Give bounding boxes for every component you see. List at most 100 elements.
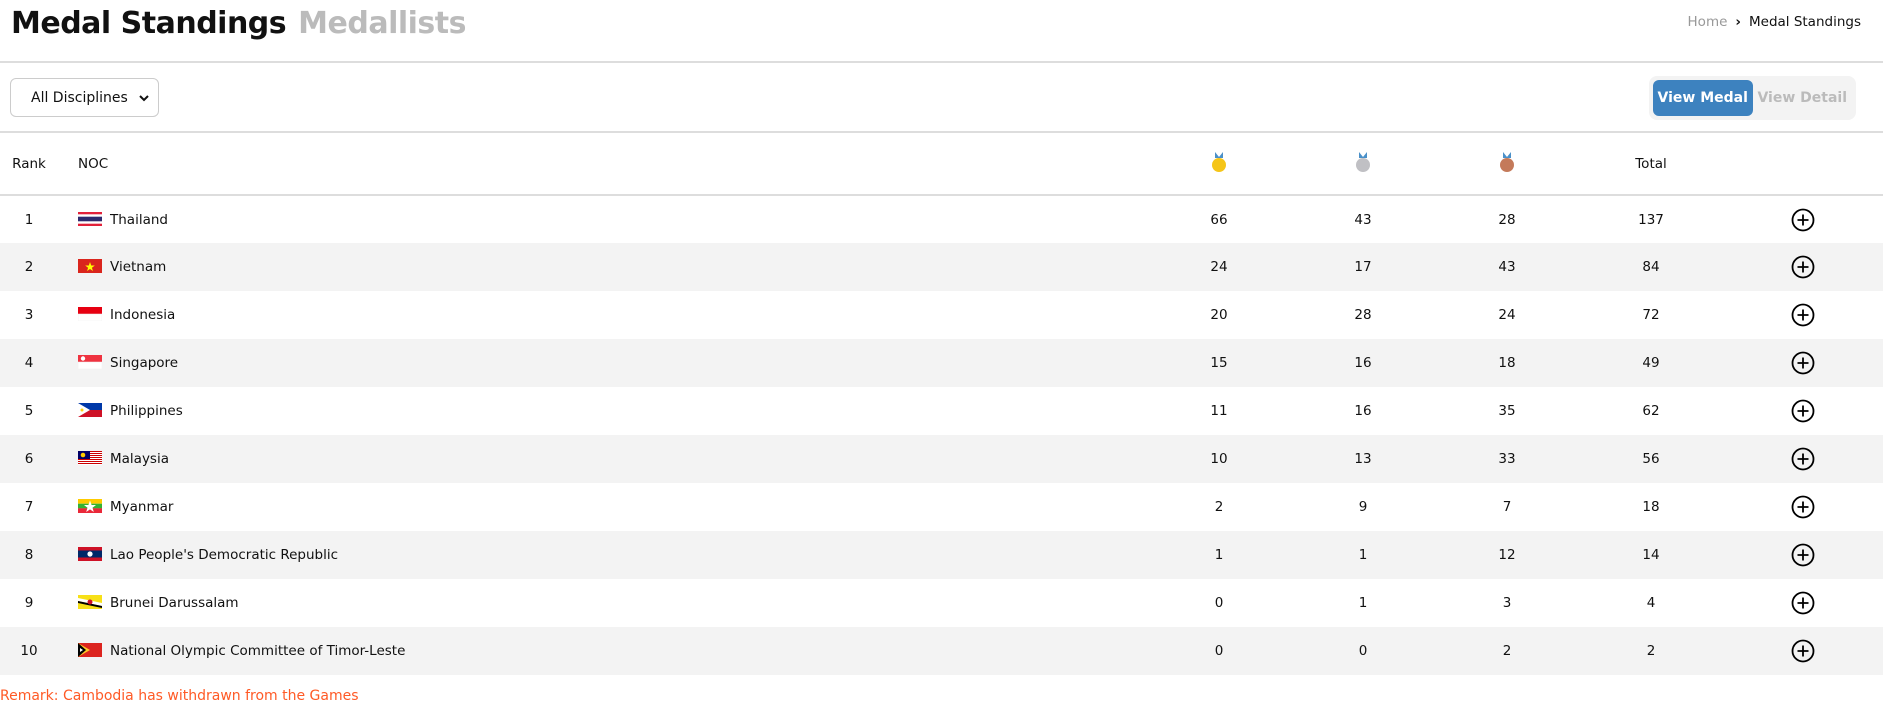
- discipline-dropdown[interactable]: All Disciplines: [10, 78, 159, 117]
- tab-medal-standings[interactable]: Medal Standings: [11, 6, 287, 41]
- rank-cell: 10: [0, 627, 58, 675]
- noc-cell: Lao People's Democratic Republic: [58, 531, 1147, 579]
- noc-name[interactable]: Lao People's Democratic Republic: [110, 547, 339, 563]
- expand-button[interactable]: [1723, 483, 1883, 531]
- table-row: 7 Myanmar 2 9 7 18: [0, 483, 1883, 531]
- view-medal-button[interactable]: View Medal: [1653, 80, 1753, 116]
- noc-name[interactable]: Indonesia: [110, 307, 176, 323]
- total-count: 72: [1642, 307, 1660, 323]
- rank-cell: 2: [0, 243, 58, 291]
- gold-count: 24: [1147, 243, 1291, 291]
- bronze-count: 18: [1435, 339, 1579, 387]
- noc-name[interactable]: Vietnam: [110, 259, 167, 275]
- plus-circle-icon[interactable]: [1791, 639, 1815, 663]
- table-header: Rank NOC Total: [0, 133, 1883, 196]
- expand-button[interactable]: [1723, 195, 1883, 243]
- breadcrumb-home[interactable]: Home: [1687, 14, 1728, 30]
- total-count: 18: [1642, 499, 1660, 515]
- col-noc: NOC: [58, 133, 1147, 196]
- flag-my-icon: [78, 451, 102, 465]
- breadcrumb-current: Medal Standings: [1748, 14, 1861, 30]
- gold-count: 11: [1210, 403, 1228, 419]
- silver-count: 43: [1354, 211, 1372, 228]
- bronze-medal-icon: [1435, 133, 1579, 196]
- noc-name[interactable]: Myanmar: [110, 499, 174, 515]
- rank-cell: 4: [0, 339, 58, 387]
- expand-button[interactable]: [1723, 339, 1883, 387]
- flag-la-icon: [78, 547, 102, 561]
- silver-count: 17: [1291, 243, 1435, 291]
- gold-count: 0: [1214, 595, 1224, 611]
- filter-bar: All Disciplines View Medal View Detail: [0, 63, 1883, 133]
- plus-circle-icon[interactable]: [1791, 591, 1815, 615]
- page-title: Medal Standings Medallists: [11, 6, 466, 41]
- noc-cell: Philippines: [58, 387, 1147, 435]
- plus-circle-icon[interactable]: [1791, 255, 1815, 279]
- silver-count: 28: [1354, 307, 1372, 323]
- table-row: 10 National Olympic Committee of Timor-L…: [0, 627, 1883, 675]
- plus-circle-icon[interactable]: [1791, 399, 1815, 423]
- noc-cell: Brunei Darussalam: [58, 579, 1147, 627]
- bronze-count: 43: [1435, 243, 1579, 291]
- noc-name[interactable]: Philippines: [110, 403, 183, 419]
- silver-count: 1: [1291, 531, 1435, 579]
- rank-cell: 6: [0, 435, 58, 483]
- total-count: 4: [1646, 595, 1656, 611]
- tab-medallists[interactable]: Medallists: [298, 6, 466, 41]
- flag-vn-icon: [78, 259, 102, 273]
- silver-count: 9: [1358, 499, 1368, 515]
- discipline-value: All Disciplines: [31, 89, 128, 106]
- gold-count: 1: [1147, 531, 1291, 579]
- medal-table: Rank NOC Total 1 Thailand 66 43 28 137 2…: [0, 133, 1883, 675]
- table-row: 2 Vietnam 24 17 43 84: [0, 243, 1883, 291]
- gold-count: 2: [1214, 499, 1224, 515]
- silver-count: 16: [1291, 339, 1435, 387]
- total-count: 62: [1642, 403, 1660, 419]
- total-count: 14: [1579, 531, 1723, 579]
- col-rank: Rank: [0, 133, 58, 196]
- silver-count: 1: [1358, 595, 1368, 611]
- gold-count: 66: [1210, 211, 1228, 228]
- table-row: 1 Thailand 66 43 28 137: [0, 195, 1883, 243]
- noc-cell: Thailand: [58, 195, 1147, 243]
- expand-button[interactable]: [1723, 531, 1883, 579]
- plus-circle-icon[interactable]: [1791, 303, 1815, 327]
- silver-count: 13: [1291, 435, 1435, 483]
- flag-tl-icon: [78, 643, 102, 657]
- plus-circle-icon[interactable]: [1791, 208, 1815, 232]
- plus-circle-icon[interactable]: [1791, 351, 1815, 375]
- plus-circle-icon[interactable]: [1791, 447, 1815, 471]
- noc-name[interactable]: Thailand: [110, 211, 168, 228]
- view-toggle: View Medal View Detail: [1649, 76, 1856, 120]
- bronze-count: 35: [1498, 403, 1516, 419]
- noc-name[interactable]: Brunei Darussalam: [110, 595, 239, 611]
- flag-th-icon: [78, 211, 102, 226]
- chevron-down-icon: [139, 94, 149, 101]
- plus-circle-icon[interactable]: [1791, 543, 1815, 567]
- expand-button[interactable]: [1723, 627, 1883, 675]
- expand-button[interactable]: [1723, 579, 1883, 627]
- expand-button[interactable]: [1723, 435, 1883, 483]
- rank-cell: 3: [24, 307, 34, 323]
- table-row: 5 Philippines 11 16 35 62: [0, 387, 1883, 435]
- noc-name[interactable]: Singapore: [110, 355, 179, 371]
- flag-sg-icon: [78, 355, 102, 369]
- view-detail-button[interactable]: View Detail: [1757, 90, 1848, 106]
- flag-id-icon: [78, 307, 102, 321]
- table-row: 4 Singapore 15 16 18 49: [0, 339, 1883, 387]
- noc-name[interactable]: National Olympic Committee of Timor-Lest…: [110, 643, 406, 659]
- bronze-count: 28: [1498, 211, 1516, 228]
- bronze-count: 7: [1502, 499, 1512, 515]
- expand-button[interactable]: [1723, 243, 1883, 291]
- plus-circle-icon[interactable]: [1791, 495, 1815, 519]
- noc-cell: Singapore: [58, 339, 1147, 387]
- expand-button[interactable]: [1723, 291, 1883, 339]
- table-row: 6 Malaysia 10 13 33 56: [0, 435, 1883, 483]
- noc-cell: Vietnam: [58, 243, 1147, 291]
- total-count: 137: [1638, 211, 1664, 228]
- noc-cell: Indonesia: [58, 291, 1147, 339]
- silver-medal-icon: [1291, 133, 1435, 196]
- rank-cell: 8: [0, 531, 58, 579]
- noc-name[interactable]: Malaysia: [110, 451, 169, 467]
- expand-button[interactable]: [1723, 387, 1883, 435]
